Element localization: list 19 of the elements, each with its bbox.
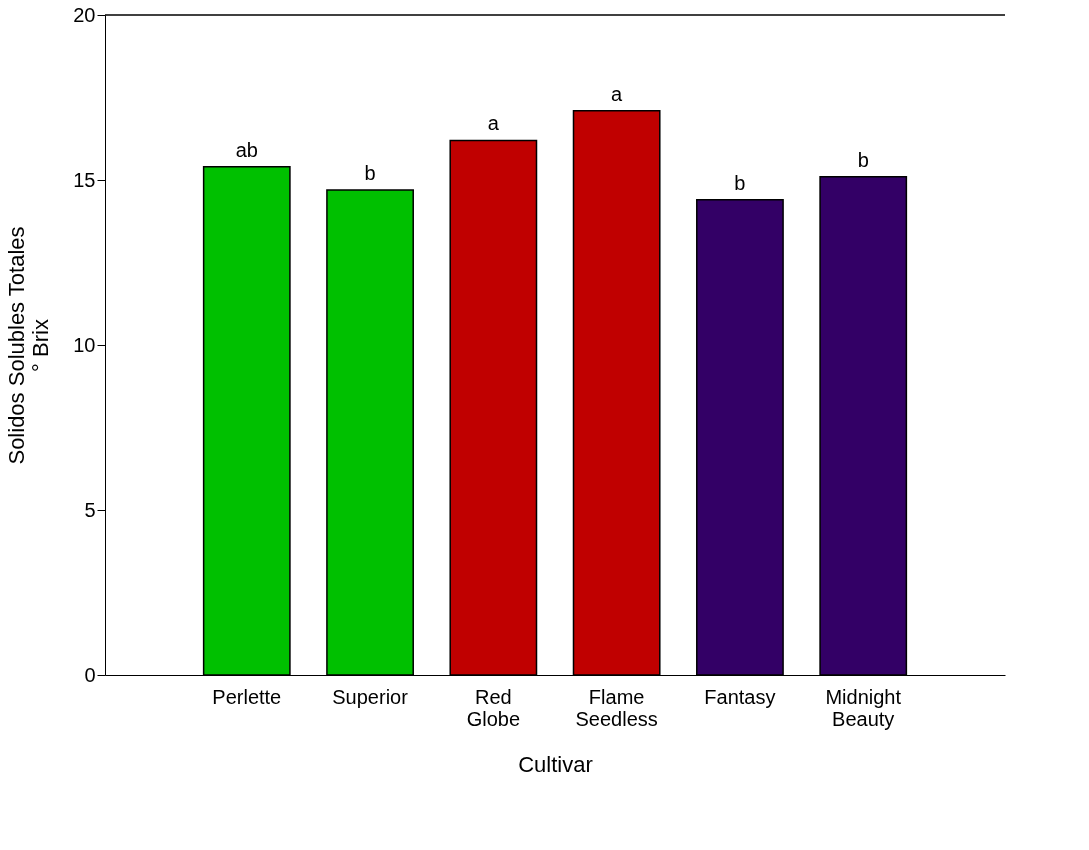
y-tick-label: 15 [73, 168, 96, 191]
annotation: b [364, 161, 376, 184]
annotation: a [611, 82, 624, 105]
x-tick-label: Midnight Beauty [825, 685, 902, 730]
y-tick-label: 10 [73, 333, 96, 356]
x-tick-label: Flame Seedless [575, 685, 658, 730]
x-axis-title: Cultivar [518, 751, 593, 777]
y-tick-label: 0 [84, 663, 96, 686]
annotation: ab [235, 138, 258, 161]
annotation: b [857, 148, 869, 171]
x-tick-label: Superior [332, 685, 409, 708]
y-tick-label: 5 [84, 498, 96, 521]
y-tick-label: 20 [73, 3, 96, 26]
annotation: a [487, 112, 500, 135]
x-tick-label: Perlette [212, 685, 282, 708]
x-tick-label: Red Globe [466, 685, 521, 730]
annotation: b [734, 171, 746, 194]
x-tick-label: Fantasy [704, 685, 776, 708]
y-axis-title: Solidos Solubles Totales ° Brix [4, 226, 54, 465]
